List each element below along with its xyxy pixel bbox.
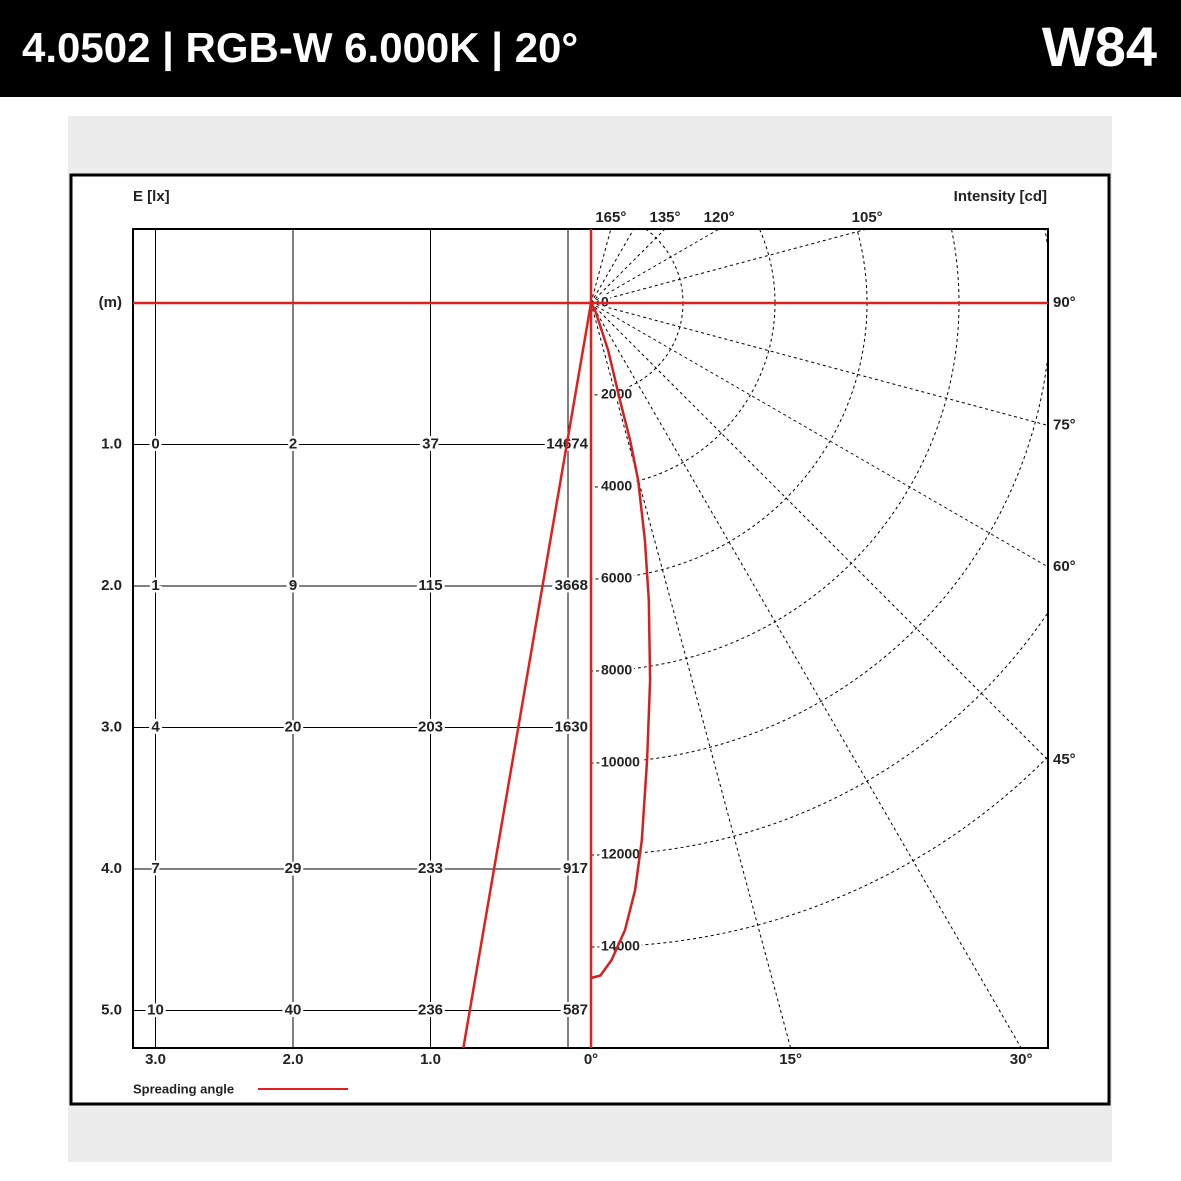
angle-label: 45° [1053,751,1076,768]
intensity-label: 4000 [601,478,632,494]
x-tick-label: 3.0 [145,1051,166,1068]
depth-unit: (m) [99,294,122,311]
illuminance-value: 2 [289,435,297,452]
illuminance-value: 587 [563,1001,588,1018]
illuminance-value: 40 [285,1001,302,1018]
angle-ray [591,302,1048,426]
intensity-curve [589,302,652,980]
angle-label: 30° [1010,1051,1033,1068]
intensity-label: 10000 [601,754,640,770]
angle-label: 105° [852,209,883,226]
angle-ray [591,302,1048,568]
angle-label: 120° [704,209,735,226]
x-tick-label: 1.0 [420,1051,441,1068]
illuminance-value: 1 [151,577,159,594]
angle-ray [591,302,792,1048]
legend-label: Spreading angle [133,1081,234,1096]
spreading-line [462,302,593,1049]
y-tick-label: 4.0 [101,860,122,877]
header-title: 4.0502 | RGB-W 6.000K | 20° [22,24,578,72]
angle-label: 15° [779,1051,802,1068]
intensity-label: 0 [601,294,609,310]
illuminance-value: 203 [418,718,443,735]
illuminance-value: 3668 [555,577,588,594]
illuminance-value: 37 [422,435,439,452]
illuminance-value: 236 [418,1001,443,1018]
angle-label: 0° [584,1051,598,1068]
illuminance-value: 29 [285,860,302,877]
illuminance-value: 10 [147,1001,164,1018]
intensity-label: 2000 [601,386,632,402]
illuminance-value: 115 [418,577,442,594]
angle-label: 90° [1053,294,1076,311]
y-tick-label: 1.0 [101,435,122,452]
illuminance-value: 917 [563,860,588,877]
angle-label: 135° [649,209,680,226]
illuminance-value: 4 [151,718,160,735]
angle-ray [591,302,1022,1048]
angle-label: 60° [1053,558,1076,575]
illuminance-value: 233 [418,860,443,877]
y-tick-label: 2.0 [101,577,122,594]
intensity-label: 6000 [601,570,632,586]
angle-label: 165° [595,209,626,226]
illuminance-value: 9 [289,577,297,594]
right-label: Intensity [cd] [954,188,1047,205]
angle-ray [591,229,612,304]
header-bar [0,0,1181,97]
intensity-label: 8000 [601,662,632,678]
angle-ray [591,229,635,304]
y-tick-label: 3.0 [101,718,122,735]
illuminance-value: 0 [151,435,159,452]
angle-ray [591,229,720,304]
header-code: W84 [1042,15,1157,78]
intensity-label: 14000 [601,938,640,954]
intensity-label: 12000 [601,846,640,862]
illuminance-value: 1630 [555,718,588,735]
illuminance-value: 7 [151,860,159,877]
left-label: E [lx] [133,188,170,205]
illuminance-value: 20 [285,718,302,735]
y-tick-label: 5.0 [101,1001,122,1018]
angle-label: 75° [1053,416,1076,433]
x-tick-label: 2.0 [283,1051,304,1068]
